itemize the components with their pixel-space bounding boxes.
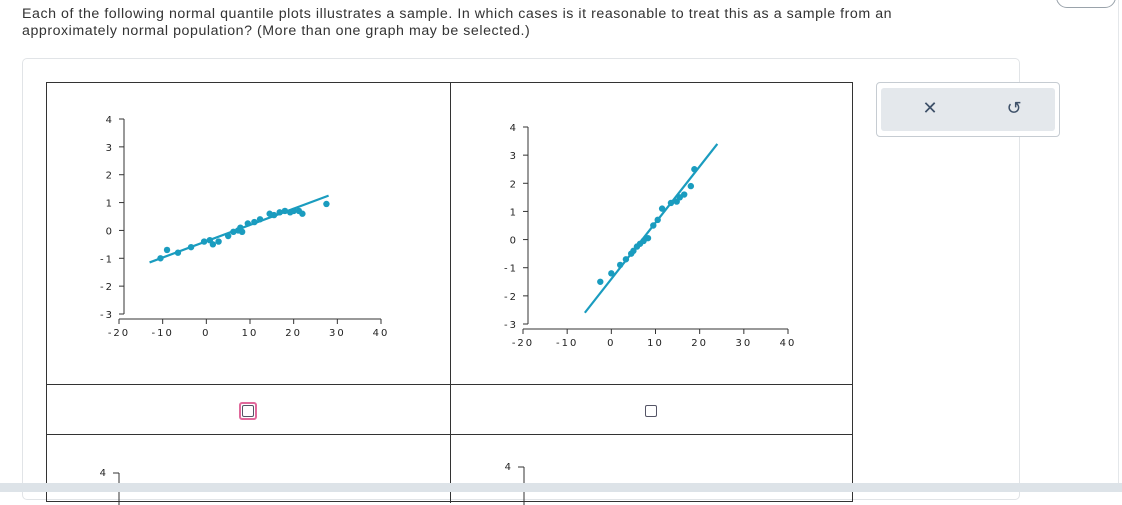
- x-tick-label: 0: [607, 338, 615, 349]
- data-point: [687, 182, 695, 190]
- checkbox-focus-ring-a: [239, 402, 257, 420]
- y-tick-label: 0: [510, 236, 518, 247]
- data-point: [658, 205, 666, 212]
- x-tick-label: -20: [108, 328, 130, 339]
- data-point: [174, 249, 182, 256]
- x-tick-label: -10: [556, 338, 578, 349]
- x-tick-label: 30: [735, 338, 752, 349]
- x-tick-label: 0: [202, 328, 210, 339]
- data-point: [215, 238, 222, 245]
- data-point: [200, 238, 208, 245]
- data-point: [256, 216, 264, 223]
- grid-vertical-divider: [450, 83, 451, 503]
- tools-panel: ✕ ↺: [876, 82, 1060, 137]
- data-point: [276, 209, 283, 216]
- data-point: [673, 198, 680, 205]
- quantile-plot-b: 4 3 2 1 0 -1 -2 -3 -20 -10 0 10 20 30 40: [451, 83, 854, 383]
- y-tick-label: 1: [106, 199, 114, 210]
- data-point: [691, 166, 698, 173]
- data-point: [230, 228, 237, 236]
- clear-icon[interactable]: ✕: [922, 98, 938, 119]
- data-point: [163, 246, 171, 254]
- x-tick-label: -10: [151, 328, 173, 339]
- x-tick-label: 40: [373, 328, 390, 339]
- plot-grid: 4 3 2 1 0 -1 -2 -3 -20 -10 0 10 20 30 40 4 3 2 1 0 -1 -2 -3 -2…: [46, 82, 854, 505]
- undo-icon[interactable]: ↺: [1006, 98, 1022, 119]
- checkbox-plot-b[interactable]: [645, 405, 657, 417]
- x-tick-label: -20: [512, 338, 534, 349]
- y-tick-label: 3: [106, 143, 114, 154]
- data-point: [681, 191, 688, 198]
- y-tick-label: 3: [510, 151, 518, 162]
- y-tick-label: -3: [504, 320, 518, 331]
- grid-row-divider-1: [47, 384, 852, 385]
- x-tick-label: 20: [691, 338, 708, 349]
- y-tick-label: -3: [100, 310, 114, 321]
- data-point: [157, 255, 164, 262]
- data-point: [281, 207, 289, 215]
- data-point: [244, 220, 252, 227]
- answer-panel: [22, 58, 1020, 500]
- x-tick-label: 10: [647, 338, 664, 349]
- y-tick-label: -1: [504, 264, 518, 275]
- y-tick-label: 4: [106, 115, 114, 126]
- y-tick-label: 1: [510, 207, 518, 218]
- y-tick-label: 0: [106, 226, 114, 237]
- next-plot-c-ytick: 4: [100, 468, 108, 479]
- grid-row-divider-2: [47, 434, 852, 435]
- top-button[interactable]: [1056, 0, 1116, 8]
- data-point: [622, 256, 630, 263]
- data-point: [597, 278, 604, 285]
- question-text: Each of the following normal quantile pl…: [22, 6, 893, 39]
- x-tick-label: 20: [285, 328, 302, 339]
- data-point: [238, 228, 246, 236]
- data-point: [290, 207, 297, 215]
- data-point: [187, 243, 195, 251]
- quantile-plot-a: 4 3 2 1 0 -1 -2 -3 -20 -10 0 10 20 30 40: [47, 83, 450, 383]
- y-tick-label: -2: [100, 282, 114, 293]
- y-tick-label: 2: [106, 171, 114, 182]
- data-point: [650, 222, 657, 229]
- data-point: [209, 241, 217, 248]
- y-tick-label: -1: [100, 254, 114, 265]
- x-tick-label: 30: [329, 328, 346, 339]
- data-point: [323, 200, 330, 208]
- data-point: [654, 216, 661, 224]
- bottom-bar: [0, 483, 1122, 492]
- data-point: [299, 210, 306, 217]
- data-point: [251, 218, 258, 226]
- y-tick-label: 4: [510, 123, 518, 134]
- checkbox-plot-a[interactable]: [242, 405, 254, 417]
- data-point: [630, 247, 637, 255]
- x-tick-label: 40: [780, 338, 797, 349]
- data-point: [270, 211, 278, 219]
- data-point: [224, 232, 232, 240]
- x-tick-label: 10: [242, 328, 259, 339]
- data-point: [644, 234, 652, 242]
- y-tick-label: 2: [510, 179, 518, 190]
- y-tick-label: -2: [504, 292, 518, 303]
- data-point: [616, 261, 624, 269]
- right-divider: [1118, 0, 1119, 492]
- data-point: [667, 199, 675, 207]
- next-row-plots: 4 4: [100, 462, 525, 505]
- data-point: [608, 270, 615, 277]
- tools-inner: ✕ ↺: [881, 88, 1055, 131]
- next-plot-d-ytick: 4: [505, 462, 513, 473]
